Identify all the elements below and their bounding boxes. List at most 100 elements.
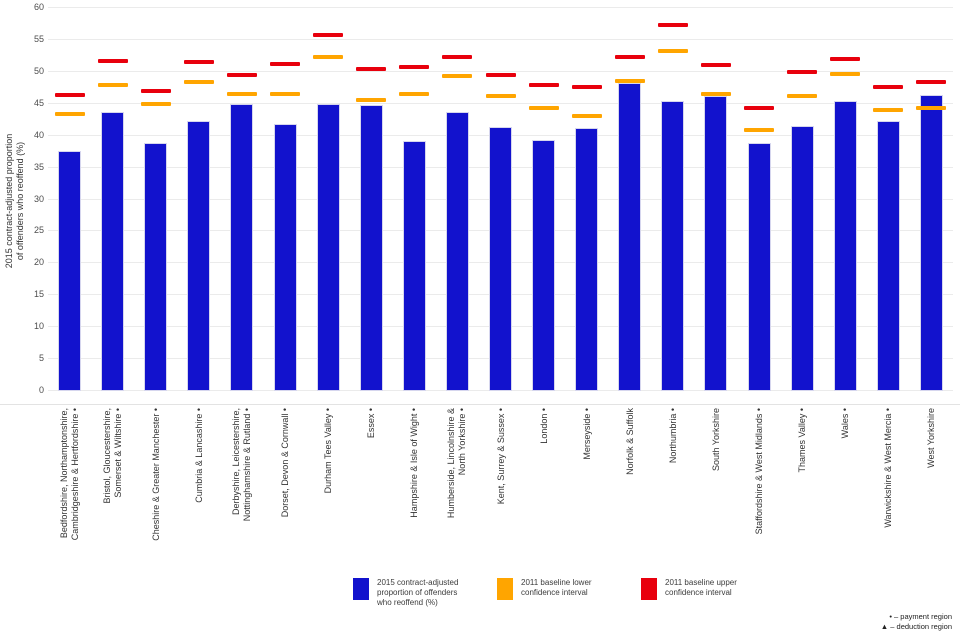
x-axis-label: Wales • [832, 408, 858, 560]
y-tick-label: 50 [33, 65, 44, 76]
x-axis-label: West Yorkshire [918, 408, 944, 560]
payment-region-key: • – payment region [889, 612, 952, 621]
gridline [48, 38, 953, 40]
bar [704, 96, 728, 391]
ci-lower-dash [744, 127, 775, 132]
x-axis-label-line: Derbyshire, Leicestershire, [230, 408, 241, 516]
x-axis-label: Staffordshire & West Midlands • [746, 408, 772, 560]
ci-lower-dash [54, 111, 85, 116]
x-axis-label: Derbyshire, Leicestershire, Nottinghamshi… [229, 408, 255, 560]
ci-lower-dash [356, 97, 387, 102]
legend-swatch-red [641, 578, 657, 600]
deduction-region-key: ▲ – deduction region [880, 621, 952, 631]
ci-lower-dash [787, 94, 818, 99]
ci-upper-dash [183, 59, 214, 64]
x-axis-label: Cumbria & Lancashire • [186, 408, 212, 560]
x-axis-label: Thames Valley • [789, 408, 815, 560]
marker-key: • – payment region ▲ – deduction region [881, 612, 952, 631]
ci-upper-dash [571, 84, 602, 89]
bar [230, 103, 254, 391]
y-tick-label: 0 [38, 385, 44, 395]
x-axis-label-line: Dorset, Devon & Cornwall • [279, 408, 290, 518]
x-axis-label-line: Warwickshire & West Mercia • [882, 408, 893, 528]
legend-swatch-orange [497, 578, 513, 600]
y-tick-label: 10 [33, 321, 44, 332]
bar [144, 143, 168, 391]
x-axis-line [0, 404, 960, 405]
x-axis-label-line: Merseyside • [581, 408, 592, 460]
ci-upper-dash [528, 83, 559, 88]
y-tick-label: 55 [33, 33, 44, 44]
bar [359, 105, 383, 391]
x-axis-label-line: Wales • [839, 408, 850, 439]
ci-lower-dash [528, 105, 559, 110]
ci-lower-dash [916, 105, 947, 110]
bar [402, 140, 426, 391]
x-axis-label-line: London • [538, 408, 549, 444]
ci-lower-dash [270, 91, 301, 96]
x-axis-label: London • [531, 408, 557, 560]
x-axis-label: Kent, Surrey & Sussex • [488, 408, 514, 560]
ci-lower-dash [399, 91, 430, 96]
x-axis-label-line: Bedfordshire, Northamptonshire, [58, 408, 69, 539]
x-axis-label: Durham Tees Valley • [315, 408, 341, 560]
ci-upper-dash [485, 73, 516, 78]
x-axis-label: South Yorkshire [703, 408, 729, 560]
ci-lower-dash [485, 94, 516, 99]
ci-upper-dash [744, 106, 775, 111]
ci-upper-dash [787, 70, 818, 75]
bar [187, 121, 211, 391]
gridline [48, 7, 953, 8]
ci-upper-dash [270, 62, 301, 67]
legend-item-bar-series: 2015 contract-adjusted proportion of off… [353, 578, 473, 608]
x-axis-label-line: North Yorkshire • [457, 408, 468, 476]
y-tick-label: 60 [33, 2, 44, 12]
x-axis-label: Merseyside • [574, 408, 600, 560]
x-axis-label-line: Kent, Surrey & Sussex • [495, 408, 505, 505]
x-axis-label: Bedfordshire, Northamptonshire, Cambridge… [57, 408, 83, 560]
gridline [48, 102, 953, 104]
x-axis-label: Cheshire & Greater Manchester • [143, 408, 169, 560]
ci-upper-dash [614, 55, 645, 60]
ci-upper-dash [830, 57, 861, 62]
y-tick-label: 45 [33, 97, 44, 108]
x-axis-label-line: South Yorkshire [710, 408, 721, 472]
x-axis-label-line: Cheshire & Greater Manchester • [150, 408, 161, 541]
bar [58, 151, 82, 391]
ci-lower-dash [313, 55, 344, 60]
ci-upper-dash [226, 73, 257, 78]
ci-lower-dash [657, 48, 688, 53]
x-axis-label-line: Northumbria • [667, 408, 678, 464]
bar [747, 142, 771, 391]
y-tick-label: 25 [33, 225, 44, 236]
legend: 2015 contract-adjusted proportion of off… [353, 578, 761, 608]
bar [876, 121, 900, 391]
bar [316, 104, 340, 391]
legend-label-lower-ci: 2011 baseline lower confidence interval [521, 578, 592, 597]
ci-lower-dash [442, 73, 473, 78]
ci-lower-dash [97, 83, 128, 88]
bar [489, 126, 512, 391]
ci-lower-dash [140, 102, 171, 107]
ci-upper-dash [916, 80, 947, 85]
x-axis-label-line: Essex • [365, 408, 376, 439]
x-axis-label-line: Durham Tees Valley • [322, 408, 333, 494]
ci-upper-dash [873, 84, 904, 89]
legend-label-bar-series: 2015 contract-adjusted proportion of off… [377, 578, 459, 607]
y-tick-label: 30 [33, 193, 44, 204]
bar [532, 139, 556, 391]
plot-area: 0 5 10 15 20 25 30 35 40 45 50 55 60 [34, 2, 953, 395]
x-axis-label-line: Norfolk & Suffolk [624, 408, 635, 475]
bar [661, 100, 685, 391]
bar [101, 112, 125, 391]
y-tick-label: 35 [33, 161, 44, 172]
bar [273, 123, 297, 391]
y-tick-label: 5 [38, 353, 44, 364]
x-axis-label: Essex • [358, 408, 384, 560]
x-axis-label-line: Hampshire & Isle of Wight • [408, 408, 419, 518]
x-axis-label: Norfolk & Suffolk [617, 408, 643, 560]
bar [618, 82, 642, 391]
bar [575, 128, 599, 391]
x-axis-label-line: Bristol, Gloucestershire, [101, 408, 112, 504]
ci-upper-dash [54, 93, 85, 98]
